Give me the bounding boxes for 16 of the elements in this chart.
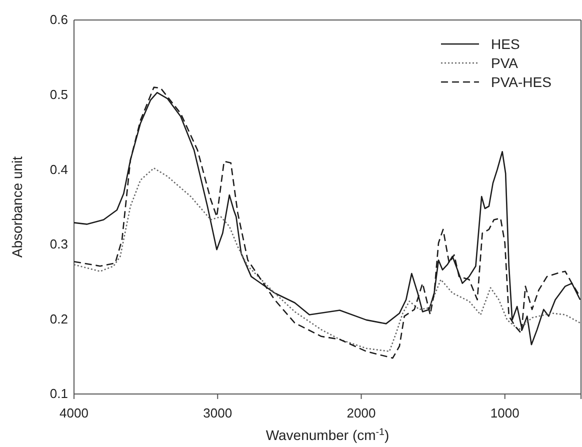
y-tick-label: 0.1: [50, 386, 68, 402]
y-tick-label: 0.6: [50, 12, 68, 28]
x-tick-label: 3000: [203, 406, 232, 421]
y-tick-label: 0.4: [50, 162, 68, 177]
line-series: [73, 167, 581, 352]
x-tick-label: 4000: [60, 406, 88, 421]
y-axis-title: Absorbance unit: [9, 156, 25, 258]
x-tick-label: 2000: [346, 406, 376, 421]
y-tick-label: 0.2: [50, 311, 68, 326]
x-axis-title: Wavenumber (cm$^{-1}$): [266, 426, 390, 443]
x-tick-label: 1000: [490, 406, 520, 421]
y-tick-label: 0.5: [50, 86, 68, 102]
legend-label: PVA: [491, 54, 519, 71]
legend-label: HES: [491, 36, 520, 52]
legend-label: PVA-HES: [491, 74, 552, 90]
y-tick-label: 0.3: [50, 236, 68, 252]
